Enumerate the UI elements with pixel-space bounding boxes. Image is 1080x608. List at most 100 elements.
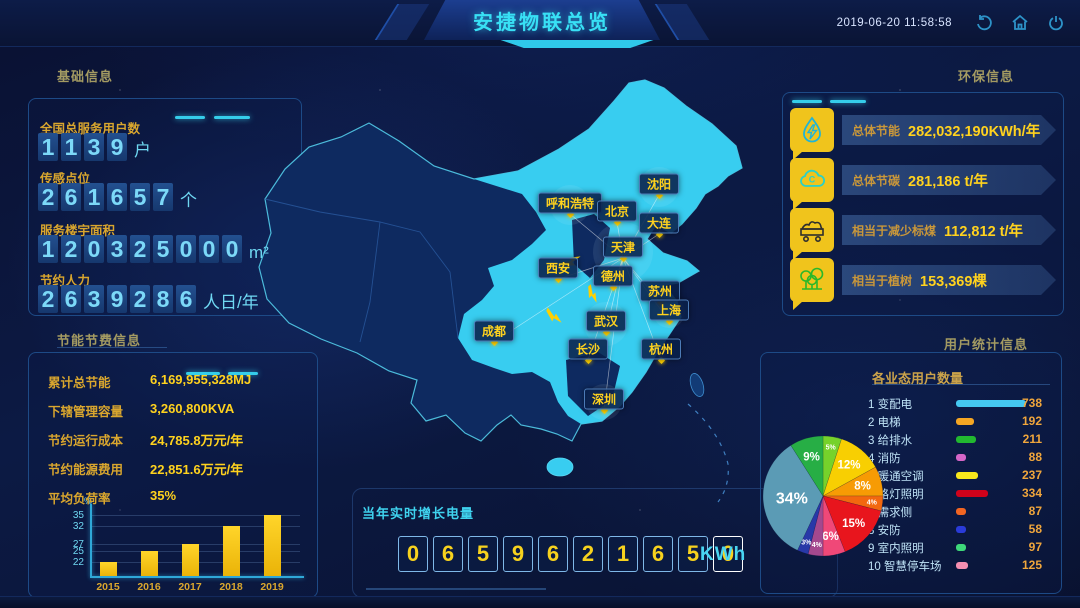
city-label[interactable]: 杭州 [640,338,682,360]
pie-label: 8% [854,481,871,493]
user-type-value: 738 [1021,396,1042,410]
city-label[interactable]: 北京 [596,200,638,222]
stat-label: 传感点位 [40,172,91,186]
env-value: 282,032,190KWh/年 [908,123,1041,140]
section-title-energy-info: 节能节费信息 [57,333,142,348]
pie-slice [807,495,824,557]
panel-accent-dash [186,372,220,375]
stat-unit: m² [249,243,269,262]
bar [263,515,281,576]
city-label[interactable]: 武汉 [585,310,627,332]
counter-digit: 9 [503,536,533,572]
pie-slice [822,435,842,497]
env-label: 总体节能 [852,123,901,138]
pie-slice [822,466,884,497]
user-type-value: 237 [1021,468,1042,482]
user-type-bar [956,544,966,551]
stat-label: 全国总服务用户数 [40,122,141,136]
digit-card: 1 [38,133,58,161]
city-label[interactable]: 沈阳 [638,173,680,195]
pie-label: 15% [842,518,865,530]
digit-card: 2 [38,183,58,211]
panel-accent-dash [214,116,250,119]
power-icon[interactable] [1046,13,1066,33]
sea-boundary-dashed-line [687,403,729,503]
bar [99,561,117,576]
x-tick-label: 2017 [178,581,202,593]
panel-accent-dash [830,100,866,103]
y-axis [90,504,92,576]
city-label[interactable]: 苏州 [639,280,681,302]
counter-digit: 0 [713,536,743,572]
bar [222,525,240,576]
user-type-label: 2 电梯 [868,417,901,429]
digit-card: 2 [38,285,58,313]
digit-card: 6 [61,183,81,211]
city-label[interactable]: 长沙 [567,338,609,360]
load-rate-bar-chart: % 22 25 27 32 35 2015 2016 2017 2018 2019 [54,492,306,596]
bar [181,543,199,576]
energy-row-label: 节约能源费用 [48,463,124,477]
home-icon[interactable] [1010,13,1030,33]
counter-digit: 6 [433,536,463,572]
counter-digit: 6 [538,536,568,572]
env-row-banner: 总体节碳 281,186 t/年 [842,165,1056,195]
energy-row-label: 平均负荷率 [48,492,111,506]
user-type-label: 10 智慧停车场 [868,561,942,573]
header-deco-slash [374,4,430,40]
user-type-label: 8 安防 [868,525,901,537]
user-type-value: 87 [1028,504,1042,518]
city-label[interactable]: 上海 [648,299,690,321]
digit-card: 5 [153,235,173,263]
city-label[interactable]: 西安 [537,257,579,279]
panel-accent-dash [175,116,205,119]
china-map: 呼和浩特 沈阳 北京 大连 天津西安 德州 苏州 上海 武汉 成都长沙 杭州深圳 [250,72,780,512]
stat-unit: 个 [180,191,197,210]
env-value: 281,186 t/年 [908,173,988,190]
pie-slice [822,495,846,557]
stat-label: 服务楼宇面积 [40,224,116,238]
city-label[interactable]: 成都 [473,320,515,342]
back-icon[interactable] [974,13,994,33]
pie-slice [762,444,824,551]
counter-digit: 5 [678,536,708,572]
energy-row-value: 3,260,800KVA [150,401,235,416]
env-label: 相当于减少标煤 [852,223,937,238]
user-type-bar [956,436,976,443]
energy-row-value: 35% [150,488,177,503]
city-label[interactable]: 深圳 [583,388,625,410]
digit-card: 2 [130,235,150,263]
section-underline [57,347,167,348]
taiwan-island [689,373,705,397]
pie-slice [822,495,882,553]
energy-row-value: 6,169,955,328MJ [150,372,252,387]
digit-card: 3 [84,133,104,161]
user-stats-subtitle: 各业态用户数量 [872,371,964,386]
digit-card: 8 [153,285,173,313]
user-type-value: 125 [1021,558,1042,572]
pie-label: 5% [826,445,837,452]
carbon-cloud-icon: C [790,158,834,210]
gridline [90,515,300,517]
city-label[interactable]: 大连 [638,212,680,234]
user-type-label: 3 给排水 [868,435,913,447]
user-type-bar [956,454,966,461]
city-label[interactable]: 德州 [592,265,634,287]
city-label[interactable]: 天津 [602,236,644,258]
energy-drop-icon [790,108,834,160]
gridline [90,525,300,527]
env-value: 153,369棵 [920,273,987,290]
counter-digit: 0 [398,536,428,572]
digit-card: 0 [199,235,219,263]
digit-card: 0 [84,235,104,263]
title-underline [500,40,654,48]
map-dark-patch [572,214,610,278]
counter-digit: 2 [573,536,603,572]
x-tick-label: 2018 [219,581,243,593]
pie-label: 9% [803,452,820,464]
pie-label: 3% [801,540,812,547]
city-label[interactable]: 呼和浩特 [537,192,603,214]
